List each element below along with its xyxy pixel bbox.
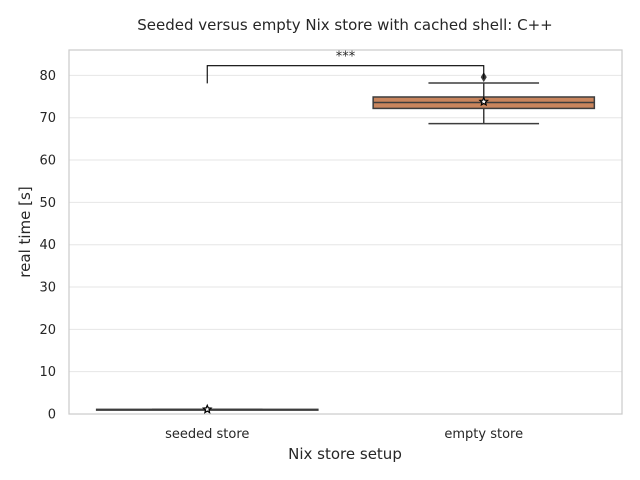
x-axis-ticks: seeded store empty store	[165, 427, 523, 442]
y-tick-label: 50	[39, 196, 56, 211]
mean-marker	[201, 403, 213, 414]
y-tick-label: 10	[39, 365, 56, 380]
x-tick-label: empty store	[444, 427, 523, 442]
chart-title: Seeded versus empty Nix store with cache…	[137, 16, 552, 34]
gridlines	[69, 74, 622, 415]
significance-bracket	[206, 65, 485, 84]
y-tick-label: 20	[39, 323, 56, 338]
box-seeded-store	[95, 403, 319, 414]
y-tick-label: 30	[39, 281, 56, 296]
y-tick-label: 70	[39, 111, 56, 126]
y-tick-label: 0	[48, 408, 56, 423]
mean-marker	[478, 96, 490, 107]
box-empty-store	[372, 72, 596, 125]
x-tick-label: seeded store	[165, 427, 249, 442]
y-tick-label: 40	[39, 238, 56, 253]
significance-label: ***	[336, 50, 356, 65]
y-axis-ticks: 0 10 20 30 40 50 60 70 80	[39, 69, 56, 423]
boxes	[95, 72, 596, 414]
plot-frame	[68, 49, 623, 415]
y-tick-label: 60	[39, 154, 56, 169]
y-axis-label: real time [s]	[16, 186, 34, 277]
significance-annotation: ***	[206, 50, 485, 84]
y-tick-label: 80	[39, 69, 56, 84]
x-axis-label: Nix store setup	[288, 445, 402, 463]
